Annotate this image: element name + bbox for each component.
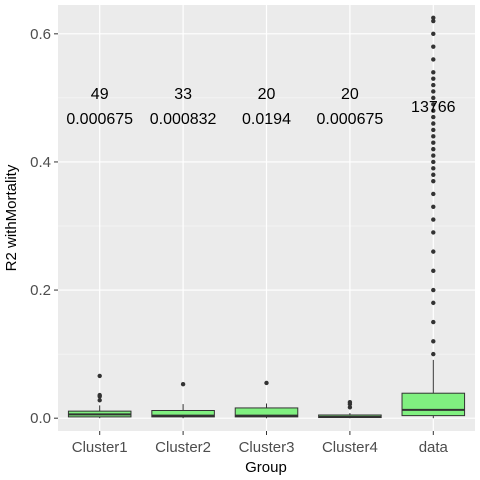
outlier-point <box>431 95 436 101</box>
annotation-count: 13766 <box>411 99 456 116</box>
outlier-point <box>431 178 436 184</box>
y-axis: 0.0 0.2 0.4 0.6 <box>30 26 58 427</box>
box-group-Cluster1 <box>67 373 132 419</box>
outlier-point <box>431 127 436 133</box>
outlier-point <box>431 287 436 293</box>
outlier-point <box>431 108 436 113</box>
outlier-point <box>431 300 436 306</box>
annotation-value: 0.0194 <box>242 111 291 128</box>
box <box>401 392 466 417</box>
box-group-Cluster3 <box>234 380 299 419</box>
annotation-value: 0.000675 <box>317 111 384 128</box>
outlier-point <box>431 339 436 344</box>
box-group-Cluster2 <box>151 382 215 419</box>
x-tick-label: Cluster4 <box>322 439 378 456</box>
outlier-point <box>347 399 353 405</box>
annotation-value: 0.000832 <box>150 111 217 128</box>
annotation-count: 49 <box>91 86 109 103</box>
outlier-point <box>97 398 102 403</box>
outlier-point <box>97 373 102 379</box>
outlier-point <box>431 44 436 49</box>
outlier-point <box>431 134 436 139</box>
outlier-point <box>180 382 186 387</box>
outlier-point <box>431 319 436 325</box>
outlier-point <box>431 114 436 120</box>
outlier-point <box>431 15 436 21</box>
outlier-point <box>431 121 436 126</box>
annotation-count: 33 <box>174 86 192 103</box>
outlier-point <box>431 166 436 171</box>
outlier-point <box>431 351 436 357</box>
y-tick-label: 0.6 <box>30 26 51 43</box>
outlier-point <box>431 70 436 75</box>
outlier-point <box>431 31 436 37</box>
x-axis: Cluster1 Cluster2 Cluster3 Cluster4 data <box>72 431 449 456</box>
outlier-point <box>431 82 436 88</box>
outlier-point <box>431 18 436 24</box>
outlier-point <box>431 204 436 209</box>
outlier-point <box>431 230 436 235</box>
outlier-point <box>264 380 269 386</box>
outlier-point <box>431 57 436 62</box>
x-axis-title: Group <box>245 459 287 476</box>
annotation-count: 20 <box>341 86 359 103</box>
x-tick-label: Cluster2 <box>155 439 211 456</box>
outlier-point <box>431 191 436 197</box>
box <box>151 410 215 418</box>
box-group-Cluster4 <box>318 399 382 419</box>
outlier-point <box>431 102 436 107</box>
outlier-point <box>431 249 436 254</box>
annotations-layer: 49 0.000675 33 0.000832 20 0.0194 20 0.000675 13… <box>66 86 455 128</box>
box <box>234 407 299 418</box>
outlier-point <box>431 153 436 158</box>
outlier-point <box>431 89 436 94</box>
y-axis-title: R2 withMortality <box>3 164 20 271</box>
x-tick-label: Cluster3 <box>239 439 295 456</box>
y-tick-label: 0.2 <box>30 282 51 299</box>
outlier-point <box>431 140 436 145</box>
outlier-point <box>431 146 436 152</box>
y-tick-label: 0.4 <box>30 154 51 171</box>
annotation-value: 0.000675 <box>66 111 133 128</box>
y-tick-label: 0.0 <box>30 410 51 427</box>
box-group-data <box>401 15 466 419</box>
annotation-count: 20 <box>258 86 276 103</box>
outlier-point <box>431 172 436 177</box>
boxes-layer <box>67 15 466 419</box>
outlier-point <box>431 76 436 81</box>
outlier-point <box>431 159 436 165</box>
x-tick-label: data <box>419 439 449 456</box>
outlier-point <box>431 268 436 274</box>
outlier-point <box>347 405 353 410</box>
outlier-point <box>431 217 436 222</box>
outlier-point <box>97 392 102 398</box>
x-tick-label: Cluster1 <box>72 439 128 456</box>
